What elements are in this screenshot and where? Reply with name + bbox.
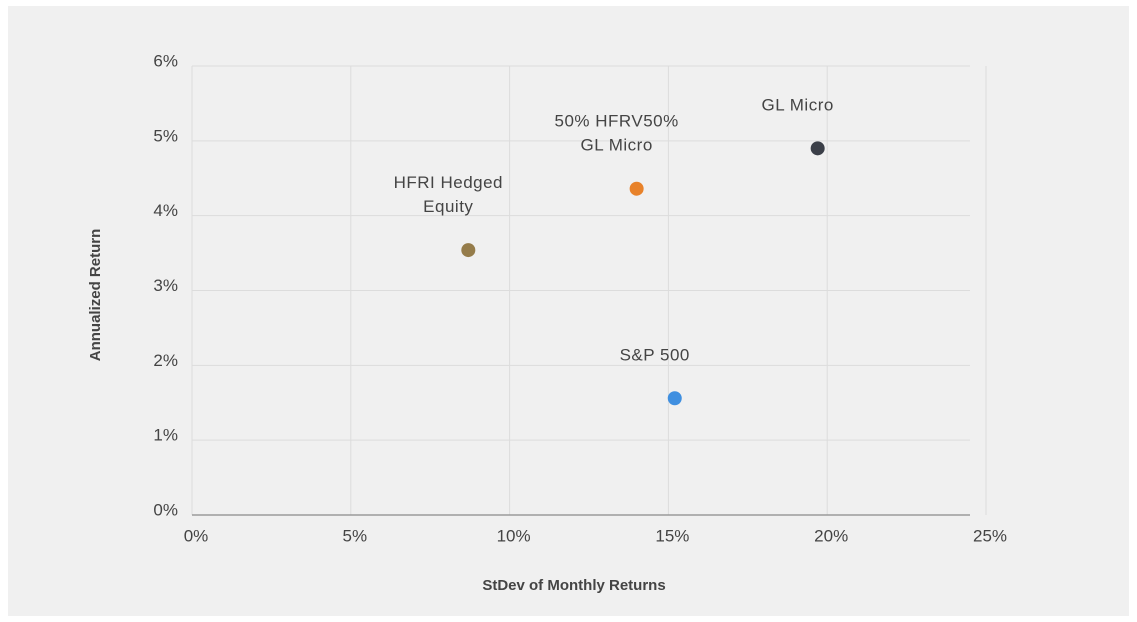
- x-tick-label: 20%: [814, 526, 848, 545]
- x-tick-label: 0%: [184, 526, 209, 545]
- y-tick-label: 4%: [153, 201, 178, 220]
- y-axis-title: Annualized Return: [87, 229, 104, 362]
- y-tick-label: 5%: [153, 126, 178, 145]
- y-tick-label: 2%: [153, 351, 178, 370]
- point-label: S&P 500: [620, 346, 690, 365]
- chart-background: [8, 6, 1129, 616]
- x-tick-label: 25%: [973, 526, 1007, 545]
- y-tick-label: 3%: [153, 276, 178, 295]
- point-label: 50% HFRV50% GL Micro: [555, 112, 679, 155]
- y-tick-label: 6%: [153, 51, 178, 70]
- scatter-point: [461, 243, 476, 258]
- point-label: GL Micro: [762, 96, 834, 115]
- scatter-point: [667, 391, 682, 406]
- x-tick-label: 10%: [497, 526, 531, 545]
- scatter-point: [629, 181, 644, 196]
- y-tick-label: 1%: [153, 426, 178, 445]
- point-label: HFRI Hedged Equity: [394, 174, 503, 217]
- scatter-point: [810, 141, 825, 156]
- y-tick-label: 0%: [153, 500, 178, 519]
- x-axis-title: StDev of Monthly Returns: [482, 577, 665, 594]
- x-tick-label: 5%: [343, 526, 368, 545]
- x-tick-label: 15%: [655, 526, 689, 545]
